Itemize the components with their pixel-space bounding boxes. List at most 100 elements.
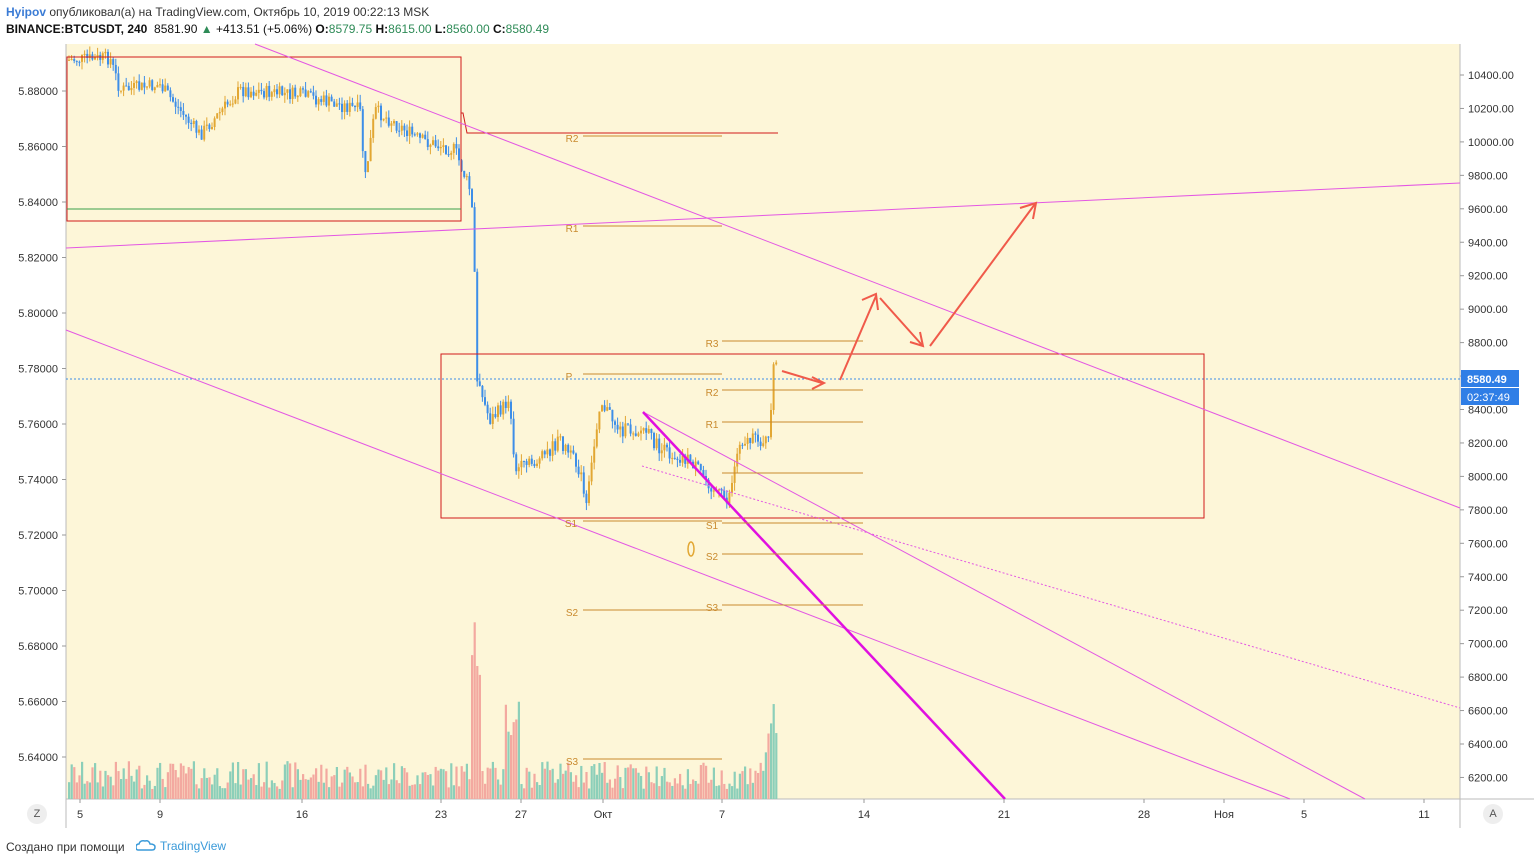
cloud-icon [136, 840, 156, 851]
volume-bar [148, 780, 151, 799]
candle-body [616, 424, 619, 430]
candle-body [720, 489, 723, 491]
candle-body [296, 96, 299, 98]
volume-bar [603, 762, 606, 799]
candle-body [712, 490, 715, 492]
candle-body [146, 86, 148, 88]
volume-bar [265, 761, 268, 799]
volume-bar [658, 786, 661, 799]
volume-bar [224, 788, 227, 799]
candle-body [299, 88, 302, 97]
auto-scale-button[interactable]: A [1483, 804, 1503, 824]
right-axis-label: 9600.00 [1468, 204, 1508, 216]
volume-bar [429, 774, 432, 799]
volume-bar [304, 779, 307, 799]
candle-body [335, 103, 338, 107]
volume-bar [159, 762, 162, 799]
volume-bar [317, 781, 320, 799]
x-axis-label: 5 [1301, 809, 1307, 821]
volume-bar [338, 786, 341, 799]
right-axis-label: 7600.00 [1468, 538, 1508, 550]
x-axis-label: 9 [157, 809, 163, 821]
candle-body [642, 428, 645, 431]
candle-body [317, 99, 320, 105]
volume-bar [671, 785, 674, 799]
candle-body [304, 89, 307, 97]
volume-bar [507, 731, 510, 799]
author-name[interactable]: Hyipov [6, 5, 47, 19]
candle-body [387, 117, 390, 126]
close-value: 8580.49 [505, 22, 550, 36]
volume-bar [590, 766, 593, 799]
volume-bar [510, 735, 513, 799]
last-price: 8581.90 [154, 22, 198, 36]
volume-bar [187, 767, 190, 799]
volume-bar [374, 775, 377, 799]
volume-bar [179, 763, 182, 799]
price-chart[interactable]: R2 R1 P S1 S2 S3 R3 R2 R1 S1 S2 S3 5.88000 5.86000 5.… [0, 40, 1534, 828]
candle-body [770, 409, 772, 438]
x-axis-label: 14 [858, 809, 870, 821]
volume-bar [143, 784, 146, 799]
x-axis-label: 28 [1138, 809, 1150, 821]
candle-body [218, 112, 221, 114]
volume-bar [380, 770, 383, 799]
left-axis-label: 5.66000 [18, 697, 58, 709]
candle-body [439, 146, 442, 149]
candle-body [679, 459, 681, 463]
volume-bar [195, 784, 198, 799]
pivot-label: S3 [566, 757, 579, 768]
trend-line [65, 182, 1461, 249]
candle-body [647, 429, 650, 433]
volume-bar [720, 770, 723, 799]
candle-body [608, 407, 611, 410]
candle-body [491, 414, 494, 424]
candle-body [757, 434, 759, 442]
volume-bar [481, 771, 484, 799]
volume-bar [502, 769, 505, 799]
candle-body [577, 466, 580, 475]
volume-bar [146, 775, 149, 799]
candle-body [229, 104, 232, 106]
volume-bar [681, 785, 684, 799]
left-axis-label: 5.70000 [18, 586, 58, 598]
candle-body [390, 123, 393, 126]
candle-body [112, 59, 115, 65]
volume-bar [164, 787, 167, 799]
candle-body [458, 148, 460, 161]
volume-bar [286, 761, 289, 799]
volume-bar [517, 701, 520, 799]
volume-bar [140, 788, 143, 799]
candle-body [109, 59, 112, 65]
candle-body [413, 134, 416, 136]
symbol-line: BINANCE:BTCUSDT, 240 8581.90 ▲ +413.51 (… [6, 22, 549, 36]
volume-bar [333, 775, 336, 799]
volume-bar [653, 783, 656, 799]
candle-body [198, 129, 200, 133]
volume-bar [398, 783, 401, 799]
volume-bar [252, 774, 255, 799]
zoom-reset-button[interactable]: Z [27, 804, 47, 824]
pivot-label: P [566, 372, 573, 383]
volume-bar [138, 765, 141, 799]
candle-body [426, 139, 429, 147]
right-axis-label: 8000.00 [1468, 471, 1508, 483]
volume-bar [442, 769, 445, 799]
candle-body [333, 101, 336, 107]
tradingview-logo[interactable]: TradingView [136, 839, 226, 853]
candle-body [255, 92, 258, 96]
volume-bar [91, 767, 94, 799]
right-axis-label: 8200.00 [1468, 438, 1508, 450]
candle-body [593, 446, 596, 463]
volume-bar [702, 762, 705, 799]
left-axis-label: 5.82000 [18, 253, 58, 265]
volume-bar [120, 778, 123, 799]
x-axis-label: 16 [296, 809, 308, 821]
volume-bar [99, 770, 102, 799]
candle-body [120, 90, 122, 92]
volume-bar [637, 772, 640, 799]
candle-body [322, 95, 325, 102]
right-axis-label: 10200.00 [1468, 103, 1514, 115]
right-axis-label: 7400.00 [1468, 572, 1508, 584]
right-axis-label: 7800.00 [1468, 505, 1508, 517]
